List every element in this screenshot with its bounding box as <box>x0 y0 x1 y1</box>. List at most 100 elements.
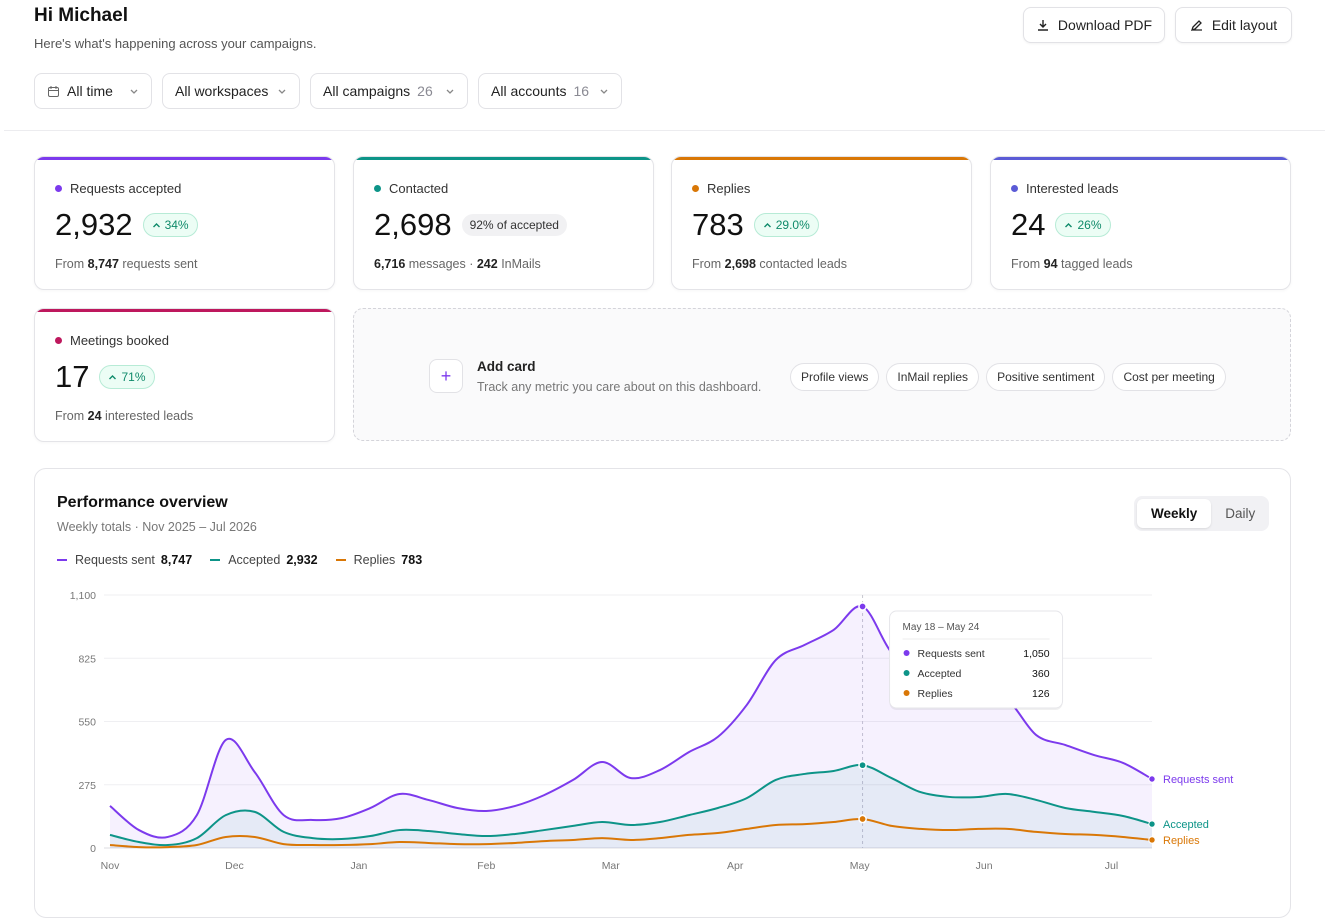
card-note: From 24 interested leads <box>55 409 193 423</box>
note-text: InMails <box>501 257 541 271</box>
card-badge: 34% <box>142 213 198 237</box>
card-value-row: 24 26% <box>1011 207 1111 243</box>
metric-card: Interested leads 24 26% From 94 tagged lead… <box>990 156 1291 290</box>
filter-label: All workspaces <box>175 83 269 99</box>
card-accent <box>35 157 334 160</box>
legend-swatch <box>335 559 346 561</box>
card-dot <box>55 337 62 344</box>
legend-label: Replies <box>353 553 396 567</box>
card-badge: 92% of accepted <box>461 214 567 236</box>
card-label-row: Replies <box>692 181 750 196</box>
button-label: Download PDF <box>1057 17 1153 33</box>
note-text: 24 <box>87 409 102 423</box>
button-label: Edit layout <box>1211 17 1278 33</box>
card-note: 6,716 messages · 242 InMails <box>374 257 541 271</box>
page: {"header":{"title":"Hi Michael","subtitl… <box>4 5 1325 918</box>
note-text: 6,716 <box>374 257 406 271</box>
calendar-icon <box>48 85 59 97</box>
legend-total: 8,747 <box>160 553 193 567</box>
card-label-row: Interested leads <box>1011 181 1119 196</box>
calendar-line <box>48 85 59 91</box>
card-value-row: 2,698 92% of accepted <box>374 207 567 243</box>
greeting: Hi Michael <box>34 5 128 26</box>
filter[interactable]: All workspaces <box>162 73 300 109</box>
filter[interactable]: All campaigns 26 <box>310 73 468 109</box>
card-value-row: 17 71% <box>55 359 155 395</box>
card-label-row: Meetings booked <box>55 333 169 348</box>
card-dot <box>692 185 699 192</box>
card-label: Meetings booked <box>70 333 170 348</box>
card-badge: 29.0% <box>753 213 819 237</box>
card-accent <box>672 157 971 160</box>
chevron-path <box>446 89 454 94</box>
metric-card: Requests accepted 2,932 34% From 8,747 requ… <box>34 156 335 290</box>
arrow-path <box>763 222 771 227</box>
note-text: From <box>55 257 85 271</box>
chart-panel: Performance overview Weekly totals · Nov… <box>34 468 1291 918</box>
up-arrow <box>109 374 117 379</box>
legend-item[interactable]: Accepted 2,932 <box>210 553 318 567</box>
card-value: 24 <box>1011 207 1046 242</box>
up-arrow <box>152 222 160 227</box>
card-label: Replies <box>707 181 751 196</box>
arrow-path <box>1065 222 1073 227</box>
arrow-path <box>152 222 160 227</box>
add-card[interactable]: + Add card Track any metric you care abo… <box>353 308 1291 441</box>
card-note: From 2,698 contacted leads <box>692 257 847 271</box>
card-value-row: 2,932 34% <box>55 207 198 243</box>
note-text: 2,698 <box>724 257 756 271</box>
chevron-path <box>600 89 608 94</box>
card-label: Contacted <box>389 181 449 196</box>
badge-text: 34% <box>164 218 189 232</box>
filter[interactable]: All time <box>34 73 152 109</box>
toggle-option[interactable]: Weekly <box>1137 499 1212 528</box>
legend-swatch <box>57 559 67 561</box>
filter-count: 16 <box>573 83 590 99</box>
filter[interactable]: All accounts 16 <box>478 73 622 109</box>
card-label-row: Requests accepted <box>55 181 181 196</box>
card-note: From 94 tagged leads <box>1011 257 1133 271</box>
chevron <box>446 89 454 94</box>
badge-text: 71% <box>121 370 146 384</box>
subtitle: Here's what's happening across your camp… <box>34 36 317 51</box>
legend-item[interactable]: Requests sent 8,747 <box>57 553 192 567</box>
divider <box>4 130 1325 131</box>
legend-label: Requests sent <box>75 553 155 567</box>
card-value: 783 <box>692 207 744 242</box>
badge-text: 29.0% <box>775 218 810 232</box>
filter-count: 26 <box>417 83 433 99</box>
note-text: messages · <box>408 257 474 271</box>
card-value: 2,698 <box>374 207 452 242</box>
toggle-option[interactable]: Daily <box>1225 506 1256 521</box>
card-accent <box>354 157 653 160</box>
card-label-row: Contacted <box>374 181 448 196</box>
legend-swatch <box>210 559 221 561</box>
chip[interactable]: Profile views <box>790 363 880 391</box>
card-dot <box>55 185 62 192</box>
card-label: Requests accepted <box>70 181 182 196</box>
edit-layout-button[interactable]: Edit layout <box>1175 7 1292 43</box>
note-text: 94 <box>1043 257 1058 271</box>
card-accent <box>35 309 334 312</box>
note-text: interested leads <box>105 409 194 423</box>
up-arrow <box>763 222 771 227</box>
legend-item[interactable]: Replies 783 <box>335 553 422 567</box>
filter-label: All time <box>67 83 113 99</box>
chip[interactable]: InMail replies <box>886 363 980 391</box>
add-card-title: Add card <box>477 359 536 374</box>
note-text: From <box>55 409 85 423</box>
download-button[interactable]: Download PDF <box>1023 7 1165 43</box>
metric-card: Contacted 2,698 92% of accepted 6,716 messa… <box>353 156 654 290</box>
calendar-body <box>48 86 59 97</box>
badge-text: 92% of accepted <box>469 218 559 232</box>
card-value-row: 783 29.0% <box>692 207 819 243</box>
chip[interactable]: Positive sentiment <box>986 363 1106 391</box>
filter-label: All campaigns <box>323 83 411 99</box>
chip-list: Profile views InMail replies Positive sent… <box>790 363 1226 391</box>
chip[interactable]: Cost per meeting <box>1112 363 1226 391</box>
chevron-path <box>278 89 286 94</box>
chevron <box>278 89 286 94</box>
note-text: requests sent <box>122 257 198 271</box>
plus-icon: + <box>429 359 463 393</box>
arrow-path <box>109 374 117 379</box>
